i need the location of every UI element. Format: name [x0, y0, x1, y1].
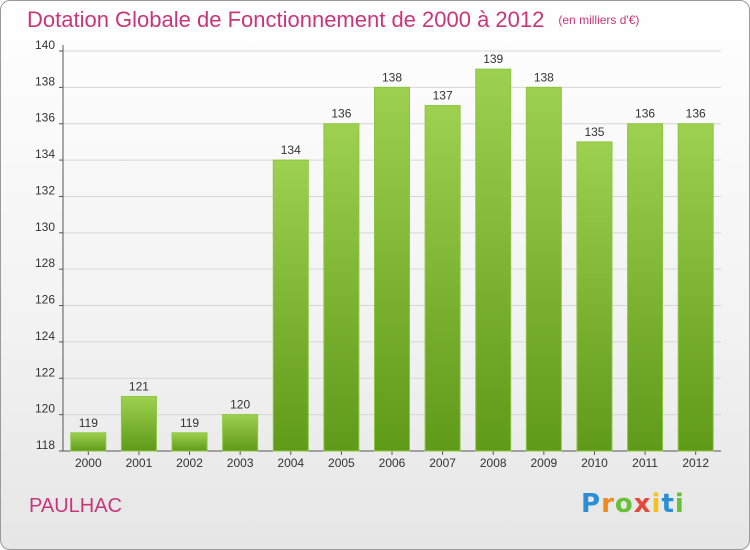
x-tick-label: 2012 — [682, 456, 709, 470]
proxiti-logo[interactable]: Proxiti — [581, 489, 685, 519]
data-label: 121 — [129, 379, 149, 393]
y-tick-label: 128 — [35, 256, 55, 270]
bar — [70, 432, 107, 452]
data-label: 137 — [433, 89, 453, 103]
logo-letter: r — [601, 489, 615, 519]
data-label: 138 — [534, 70, 554, 84]
bar — [374, 86, 410, 452]
logo-letter: P — [581, 489, 602, 519]
data-label: 136 — [686, 107, 706, 121]
bar — [272, 159, 309, 452]
bar — [627, 123, 664, 452]
y-tick-label: 118 — [36, 438, 55, 452]
logo-letter: t — [661, 489, 675, 519]
bar — [525, 86, 562, 452]
logo-letter: o — [614, 489, 634, 519]
y-tick-label: 120 — [35, 402, 55, 416]
data-label: 119 — [180, 416, 199, 430]
x-tick-label: 2010 — [581, 456, 608, 470]
chart-title: Dotation Globale de Fonctionnement de 20… — [27, 7, 639, 33]
data-label: 136 — [635, 107, 655, 121]
y-tick-label: 124 — [35, 329, 55, 343]
x-tick-label: 2001 — [126, 456, 153, 470]
logo-letter: i — [674, 489, 685, 519]
logo-letter: i — [651, 489, 662, 519]
x-tick-label: 2005 — [328, 456, 355, 470]
bar — [171, 432, 208, 452]
x-tick-label: 2006 — [379, 456, 406, 470]
x-tick-label: 2000 — [75, 456, 102, 470]
x-tick-label: 2008 — [480, 456, 507, 470]
y-tick-label: 140 — [35, 38, 55, 52]
bar — [120, 395, 157, 452]
y-tick-label: 138 — [35, 74, 55, 88]
bar — [424, 105, 461, 452]
y-tick-label: 134 — [35, 147, 55, 161]
data-label: 134 — [281, 143, 301, 157]
bar — [475, 68, 512, 452]
y-tick-label: 136 — [35, 111, 55, 125]
tick-labels: 118 120 122 124 126 128 130 132 134 136 138 140 119 2… — [35, 38, 709, 470]
bar — [677, 123, 714, 452]
municipality-name: PAULHAC — [29, 495, 122, 517]
data-label: 120 — [230, 398, 250, 412]
y-tick-label: 130 — [35, 220, 55, 234]
chart-title-text: Dotation Globale de Fonctionnement de 20… — [27, 7, 545, 32]
data-label: 139 — [483, 52, 503, 66]
x-tick-label: 2003 — [227, 456, 254, 470]
chart-unit: (en milliers d'€) — [558, 13, 640, 27]
y-tick-label: 132 — [35, 183, 55, 197]
logo-letter: x — [633, 489, 652, 519]
data-label: 119 — [79, 416, 98, 430]
bars — [70, 68, 714, 452]
y-tick-label: 122 — [35, 365, 55, 379]
x-tick-label: 2007 — [429, 456, 456, 470]
x-tick-label: 2002 — [176, 456, 203, 470]
data-label: 136 — [331, 107, 351, 121]
data-label: 135 — [584, 125, 604, 139]
bar — [576, 141, 613, 452]
x-tick-label: 2011 — [632, 456, 658, 470]
bar — [222, 414, 259, 452]
y-tick-label: 126 — [35, 293, 55, 307]
x-tick-label: 2009 — [530, 456, 557, 470]
x-tick-label: 2004 — [277, 456, 304, 470]
data-label: 138 — [382, 70, 402, 84]
bar — [323, 123, 360, 452]
